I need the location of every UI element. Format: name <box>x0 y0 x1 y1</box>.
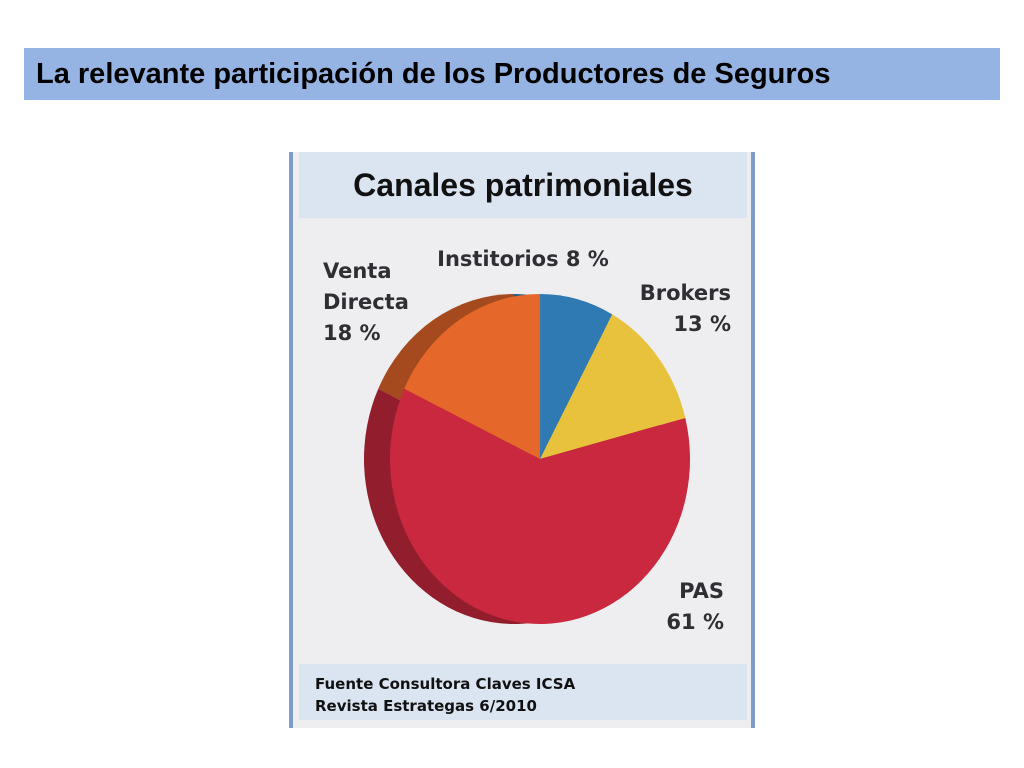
slide-title-bar: La relevante participación de los Produc… <box>24 48 1000 100</box>
source-line: Fuente Consultora Claves ICSA <box>315 675 576 693</box>
pie-slice <box>390 388 690 624</box>
chart-footer: Fuente Consultora Claves ICSA Revista Es… <box>299 664 747 720</box>
pie-slice <box>404 294 540 459</box>
pie-slice <box>540 294 613 459</box>
pie-slice <box>540 314 686 459</box>
chart-title: Canales patrimoniales <box>353 166 693 203</box>
publication-line: Revista Estrategas 6/2010 <box>315 697 537 715</box>
slice-label: PAS 61 % <box>666 579 724 634</box>
chart-header: Canales patrimoniales <box>299 152 747 218</box>
slice-label: Venta Directa 18 % <box>323 259 409 345</box>
slide-title: La relevante participación de los Produc… <box>36 57 831 90</box>
chart-card: Canales patrimoniales Institorios 8 % Bro… <box>289 152 755 728</box>
slice-label: Brokers 13 % <box>640 281 731 336</box>
pie-chart: Institorios 8 % Brokers 13 % PAS 61 % Venta Di… <box>323 247 731 634</box>
slice-label: Institorios 8 % <box>437 247 609 271</box>
